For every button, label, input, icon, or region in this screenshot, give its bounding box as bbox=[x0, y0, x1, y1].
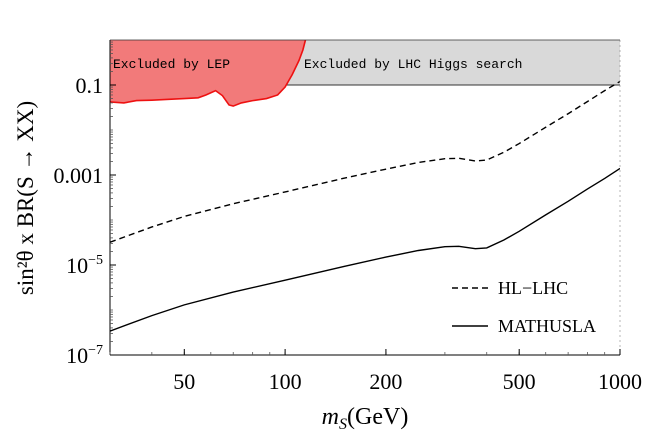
legend: HL−LHC MATHUSLA bbox=[452, 278, 596, 336]
region-label-lhc-higgs: Excluded by LHC Higgs search bbox=[304, 57, 522, 72]
x-axis-label: mS(GeV) bbox=[322, 404, 409, 433]
y-tick-label: 10−7 bbox=[66, 343, 103, 368]
axes: 50 100 200 500 1000 0.1 0.001 10−5 10−7 mS(GeV) si… bbox=[13, 39, 642, 433]
y-tick-label: 10−5 bbox=[66, 253, 103, 278]
y-axis-label: sin²θ x BR(S → XX) bbox=[13, 101, 38, 295]
x-tick-label: 500 bbox=[503, 369, 536, 394]
series-line-hl-lhc bbox=[110, 80, 620, 243]
x-tick-label: 1000 bbox=[598, 369, 642, 394]
region-label-lep: Excluded by LEP bbox=[113, 57, 230, 72]
region-lep-boundary bbox=[110, 40, 307, 107]
series-group bbox=[110, 80, 620, 332]
region-lep bbox=[110, 40, 306, 107]
legend-label-mathusla: MATHUSLA bbox=[498, 316, 596, 336]
x-tick-label: 200 bbox=[369, 369, 402, 394]
x-tick-label: 50 bbox=[173, 369, 195, 394]
region-labels: Excluded by LEP Excluded by LHC Higgs sea… bbox=[113, 57, 522, 72]
y-tick-label: 0.001 bbox=[54, 163, 104, 188]
series-line-mathusla bbox=[110, 167, 620, 332]
exclusion-regions bbox=[110, 40, 620, 107]
y-tick-label: 0.1 bbox=[76, 73, 104, 98]
legend-label-hl-lhc: HL−LHC bbox=[498, 278, 568, 298]
x-tick-label: 100 bbox=[269, 369, 302, 394]
